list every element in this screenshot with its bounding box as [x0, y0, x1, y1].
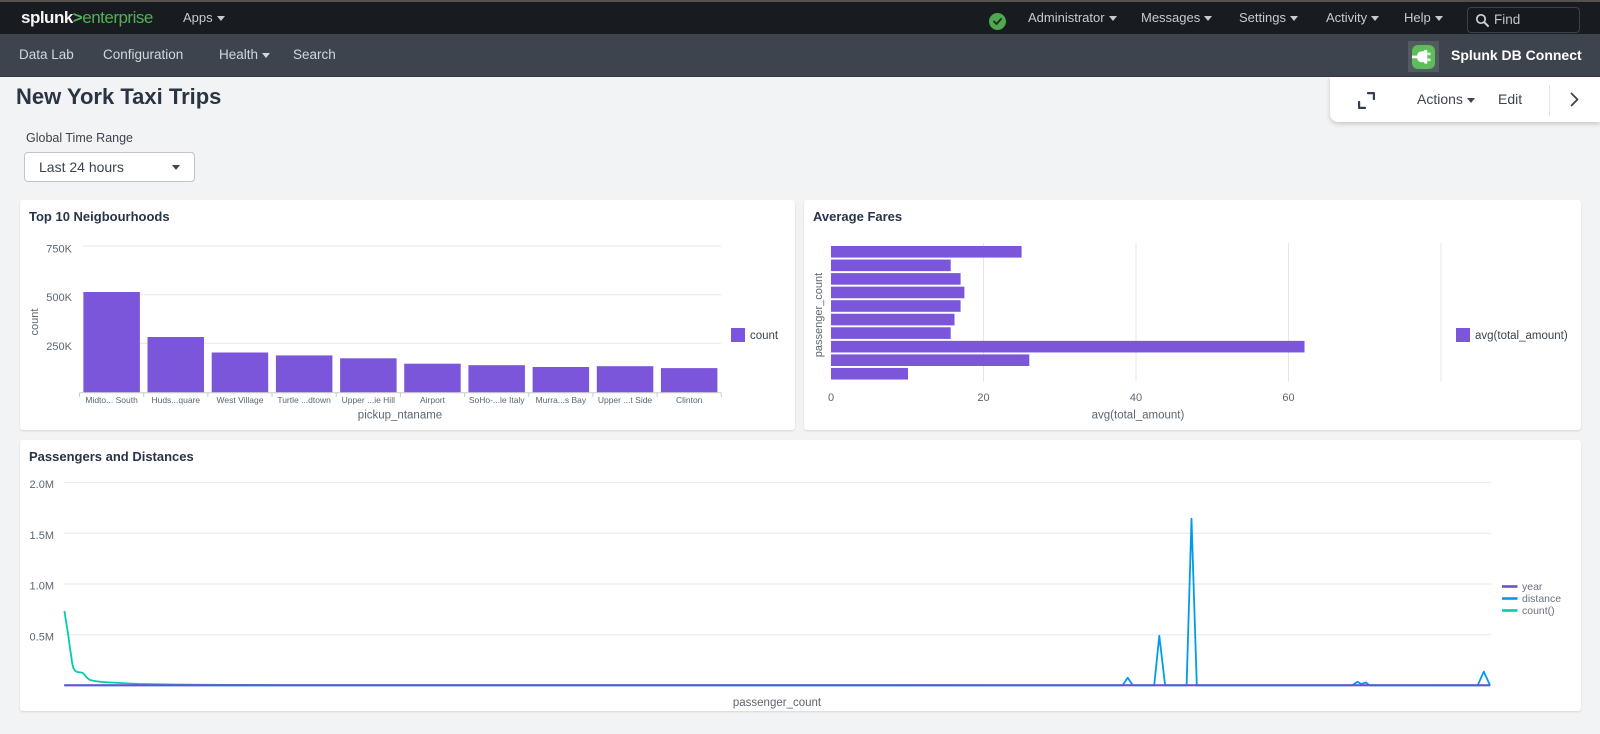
svg-text:250K: 250K: [46, 341, 72, 353]
svg-text:count: count: [750, 330, 779, 342]
svg-text:2.0M: 2.0M: [30, 479, 54, 491]
svg-text:40: 40: [1130, 392, 1142, 404]
svg-text:SoHo-...le Italy: SoHo-...le Italy: [469, 395, 525, 405]
svg-text:avg(total_amount): avg(total_amount): [1092, 410, 1185, 422]
svg-text:passenger_count: passenger_count: [733, 697, 822, 709]
svg-text:500K: 500K: [46, 292, 72, 304]
svg-text:avg(total_amount): avg(total_amount): [1475, 330, 1568, 342]
svg-text:750K: 750K: [46, 244, 72, 256]
svg-text:Midto... South: Midto... South: [85, 395, 138, 405]
svg-text:Turtle ...dtown: Turtle ...dtown: [277, 395, 331, 405]
svg-text:pickup_ntaname: pickup_ntaname: [358, 410, 442, 422]
svg-text:year: year: [1522, 581, 1543, 593]
svg-text:count: count: [29, 309, 41, 336]
svg-text:Murra...s Bay: Murra...s Bay: [536, 395, 587, 405]
svg-text:Airport: Airport: [420, 395, 446, 405]
svg-text:Upper ...t Side: Upper ...t Side: [598, 395, 653, 405]
svg-text:60: 60: [1282, 392, 1294, 404]
svg-text:1.5M: 1.5M: [30, 530, 54, 542]
svg-text:Clinton: Clinton: [676, 395, 703, 405]
svg-text:20: 20: [977, 392, 989, 404]
svg-text:1.0M: 1.0M: [30, 581, 54, 593]
svg-text:West Village: West Village: [217, 395, 264, 405]
svg-text:Upper ...ie Hill: Upper ...ie Hill: [342, 395, 395, 405]
svg-text:count(): count(): [1522, 605, 1555, 617]
svg-text:0.5M: 0.5M: [30, 631, 54, 643]
svg-text:Huds...quare: Huds...quare: [151, 395, 200, 405]
svg-text:passenger_count: passenger_count: [813, 273, 825, 357]
svg-text:distance: distance: [1522, 593, 1561, 605]
svg-text:0: 0: [828, 392, 834, 404]
